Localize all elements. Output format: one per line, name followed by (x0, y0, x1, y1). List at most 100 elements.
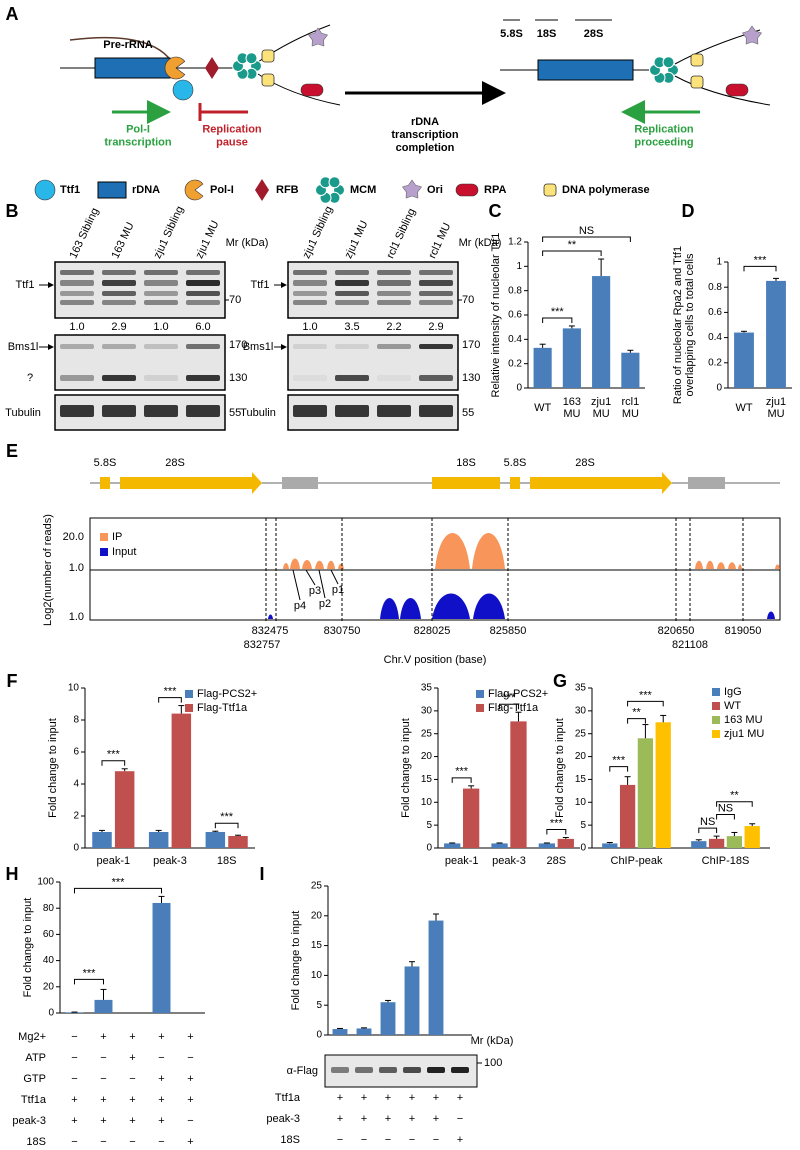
condition-mark: − (409, 1134, 415, 1146)
bar (562, 328, 581, 388)
peak-label: p1 (332, 584, 344, 596)
bar (228, 836, 248, 848)
bar (602, 843, 618, 848)
ori-icon (742, 25, 762, 45)
ttf1-icon (34, 179, 56, 201)
significance-label: NS (700, 816, 715, 828)
x-tick-label: WT (534, 402, 551, 414)
y-tick-label: 25 (421, 728, 433, 739)
rrna-label: 28S (165, 457, 185, 469)
significance-label: NS (718, 802, 733, 814)
lane-label: 163 Sibling (67, 206, 101, 260)
condition-label: 18S (26, 1136, 46, 1148)
bar (171, 713, 192, 848)
blot-band (427, 1067, 445, 1073)
significance-label: *** (612, 755, 626, 767)
ip-peak (435, 533, 470, 569)
y-tick-label: 0.4 (708, 332, 722, 343)
condition-mark: − (100, 1136, 106, 1148)
bar (148, 832, 169, 848)
significance-bracket (609, 766, 629, 772)
y-tick-label: 20 (575, 751, 587, 762)
y-tick-label: 0.4 (508, 334, 522, 345)
y-tick-label: 1 (516, 261, 522, 272)
blot-band (60, 270, 94, 275)
condition-mark: − (457, 1113, 463, 1125)
blot-band (379, 1067, 397, 1073)
mcm-icon (328, 176, 341, 189)
condition-mark: + (337, 1092, 343, 1104)
y-tick-label: 10 (421, 797, 433, 808)
position-label: 830750 (324, 625, 361, 637)
condition-mark: + (433, 1092, 439, 1104)
condition-mark: + (385, 1092, 391, 1104)
condition-mark: − (187, 1115, 193, 1127)
position-label: 820650 (658, 625, 695, 637)
blot-band (377, 405, 411, 417)
ori-icon (402, 179, 422, 199)
blot-band (335, 280, 369, 286)
panel-label: C (489, 201, 502, 221)
position-label: 821108 (672, 639, 708, 651)
y-tick-label: 100 (37, 877, 54, 888)
y-label: Ratio of nucleolar Rpa2 and Ttf1overlapp… (672, 246, 696, 404)
condition-mark: − (158, 1136, 164, 1148)
input-peak (400, 598, 421, 619)
significance-label: ** (568, 239, 577, 251)
legend-label: Ttf1 (60, 184, 80, 196)
lane-label: zju1 MU (342, 219, 370, 261)
ip-peak (290, 558, 300, 569)
y-tick-label: 5 (426, 820, 432, 831)
quant-label: 1.0 (153, 321, 168, 333)
significance-label: *** (503, 692, 517, 704)
x-tick-label: 28S (547, 855, 567, 867)
bar (691, 841, 707, 848)
blot-label: Tubulin (240, 407, 276, 419)
blot-band (377, 280, 411, 286)
blot-band (377, 291, 411, 296)
significance-bracket (542, 317, 573, 323)
input-peak (767, 611, 775, 619)
significance-bracket (542, 236, 631, 243)
blot-band (377, 270, 411, 275)
blot-band (186, 344, 220, 349)
bar (734, 332, 754, 388)
ori-icon (308, 27, 328, 47)
y-label: Fold change to input (290, 911, 302, 1011)
panel-label: F (7, 671, 18, 691)
legend-label: zju1 MU (724, 728, 764, 740)
y-tick-label: 15 (421, 774, 433, 785)
blot-band (102, 270, 136, 275)
condition-label: Ttf1a (21, 1094, 47, 1106)
y-tick-label: 60 (43, 929, 55, 940)
marker-label: 55 (229, 407, 241, 419)
input-peak (268, 614, 273, 619)
blot-band (451, 1067, 469, 1073)
bar (766, 280, 786, 388)
y-tick-label: 1 (716, 257, 722, 268)
x-tick-label: zju1 MU (591, 396, 611, 420)
condition-mark: + (457, 1092, 463, 1104)
significance-bracket (499, 703, 519, 710)
rrna-box (432, 477, 500, 489)
rpa-icon (725, 83, 749, 97)
y-label: Fold change to input (22, 898, 34, 998)
peak-pointer (305, 569, 316, 586)
blot-band (186, 375, 220, 381)
blot-band (186, 270, 220, 275)
ip-peak (338, 563, 344, 569)
panel-label: I (259, 864, 264, 884)
ip-peak (695, 560, 703, 569)
bar (744, 826, 760, 848)
y-tick-label: 30 (421, 705, 433, 716)
legend-label: Flag-PCS2+ (197, 688, 257, 700)
blot-band (144, 300, 178, 305)
condition-mark: + (100, 1115, 106, 1127)
condition-label: ATP (25, 1052, 46, 1064)
condition-mark: + (385, 1113, 391, 1125)
marker-label: 100 (484, 1057, 502, 1069)
diagram-label: Pre-rRNA (103, 39, 153, 51)
blot-label: Tubulin (5, 407, 41, 419)
condition-mark: + (409, 1092, 415, 1104)
significance-label: ** (632, 706, 641, 718)
